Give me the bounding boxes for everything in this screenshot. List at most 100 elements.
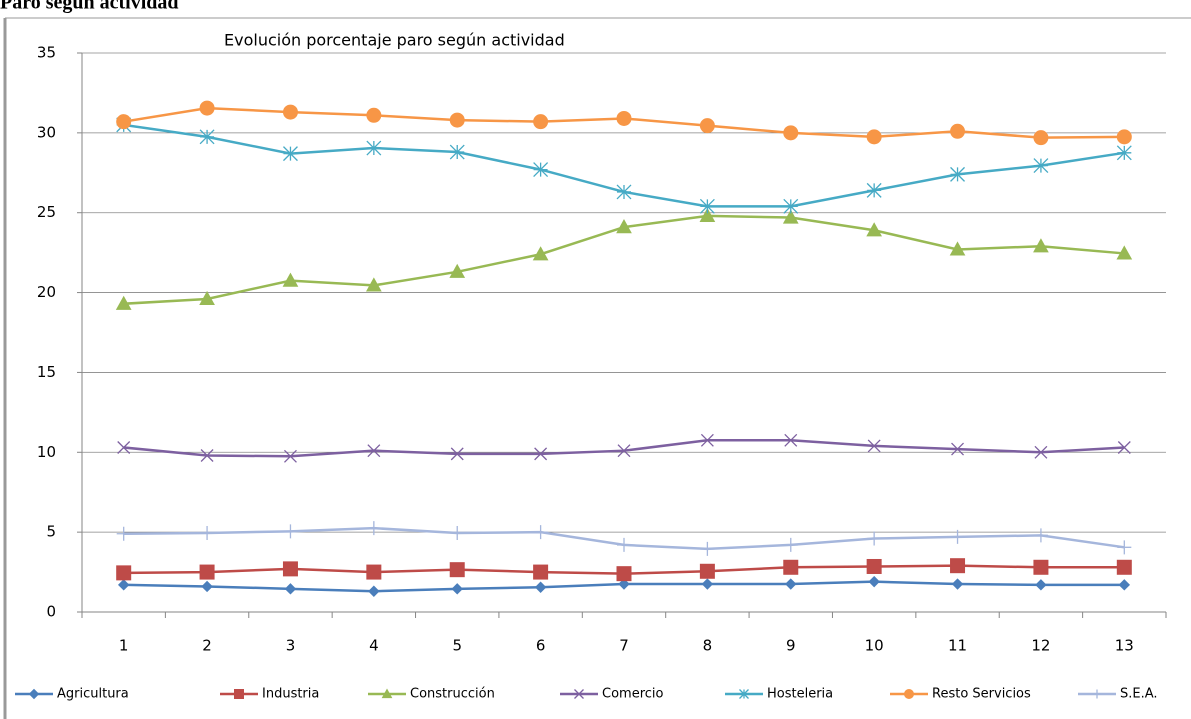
marker [199, 100, 215, 116]
marker [200, 525, 215, 540]
marker [533, 114, 549, 130]
marker [699, 118, 715, 134]
x-tick-label: 13 [1115, 637, 1134, 655]
marker [533, 564, 549, 580]
marker [1116, 145, 1132, 161]
chart-title: Evolución porcentaje paro según activida… [224, 31, 565, 50]
legend-label: Industria [262, 687, 319, 702]
marker [700, 541, 715, 556]
marker [116, 565, 132, 581]
marker [868, 575, 880, 588]
legend-label: S.E.A. [1120, 687, 1158, 702]
marker [950, 123, 966, 139]
marker [617, 444, 631, 458]
marker [1034, 445, 1048, 459]
x-tick-label: 9 [786, 637, 796, 655]
marker [1033, 238, 1049, 253]
marker [1033, 158, 1049, 174]
marker [699, 207, 716, 223]
marker [951, 442, 964, 456]
marker [200, 449, 214, 462]
marker [533, 162, 549, 178]
x-tick-label: 1 [119, 637, 129, 655]
marker [284, 449, 297, 463]
marker [450, 525, 465, 540]
marker [534, 447, 548, 461]
marker [366, 564, 382, 580]
marker [783, 125, 799, 141]
marker [699, 198, 715, 214]
x-tick-label: 11 [948, 637, 967, 655]
marker [1035, 579, 1047, 591]
y-tick-label: 0 [46, 603, 56, 621]
legend-marker [574, 689, 584, 699]
marker [1033, 130, 1049, 146]
marker [782, 209, 799, 224]
marker [116, 114, 132, 130]
marker [866, 222, 883, 237]
marker [866, 129, 882, 145]
marker [1033, 528, 1048, 543]
marker [783, 559, 799, 575]
marker [618, 578, 630, 590]
x-tick-label: 3 [286, 637, 296, 655]
marker [532, 246, 549, 261]
marker [199, 564, 215, 580]
marker [365, 277, 382, 292]
marker [783, 537, 798, 552]
x-tick-label: 7 [619, 637, 629, 655]
marker [282, 272, 299, 287]
legend-marker [234, 689, 244, 699]
marker [283, 524, 298, 539]
marker [866, 558, 882, 574]
marker [699, 563, 715, 579]
marker [116, 526, 131, 541]
page-header: Paro según actividad [0, 0, 179, 14]
legend-label: Comercio [602, 687, 664, 702]
marker [282, 561, 298, 577]
marker [449, 562, 465, 578]
marker [616, 184, 632, 200]
marker [282, 104, 298, 120]
marker [1116, 129, 1132, 145]
y-tick-label: 35 [37, 44, 56, 62]
marker [201, 580, 213, 593]
x-tick-label: 8 [703, 637, 713, 655]
legend-label: Agricultura [57, 687, 129, 702]
marker [1116, 559, 1132, 575]
marker [785, 578, 797, 590]
x-tick-label: 2 [202, 637, 212, 655]
marker [950, 558, 966, 574]
series-line [123, 439, 1125, 458]
marker [950, 529, 965, 544]
x-tick-label: 5 [452, 637, 462, 655]
legend-marker [1092, 689, 1102, 699]
marker [366, 140, 382, 156]
marker [1116, 245, 1133, 260]
marker [284, 583, 297, 595]
marker [115, 295, 132, 310]
marker [449, 144, 465, 160]
marker [199, 290, 215, 306]
marker [1033, 559, 1049, 575]
marker [950, 166, 965, 182]
marker [366, 107, 382, 123]
y-tick-label: 30 [37, 123, 56, 141]
marker [199, 129, 215, 145]
y-tick-label: 5 [46, 523, 56, 541]
y-tick-label: 10 [37, 443, 56, 461]
marker [117, 579, 130, 591]
marker [283, 146, 298, 162]
marker [533, 525, 548, 540]
marker [867, 531, 882, 546]
marker [700, 433, 714, 447]
marker [616, 219, 632, 234]
marker [783, 198, 799, 214]
marker [1117, 441, 1131, 454]
x-tick-label: 10 [865, 637, 884, 655]
marker [367, 444, 381, 458]
marker [449, 112, 465, 128]
marker [949, 241, 966, 256]
